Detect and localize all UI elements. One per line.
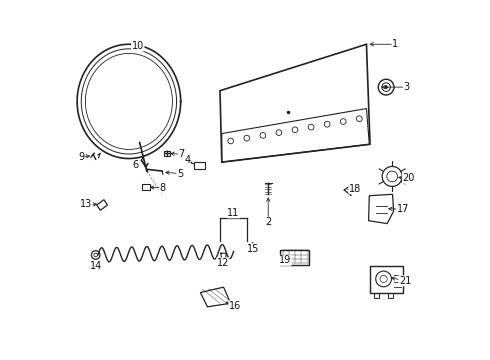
Circle shape xyxy=(385,86,388,89)
Text: 8: 8 xyxy=(160,183,166,193)
Text: 11: 11 xyxy=(227,208,240,218)
Text: 6: 6 xyxy=(132,160,138,170)
Bar xyxy=(143,184,150,190)
Text: 21: 21 xyxy=(399,276,411,286)
Bar xyxy=(164,151,170,156)
Text: 19: 19 xyxy=(279,255,291,265)
Text: 16: 16 xyxy=(229,301,241,311)
Text: 17: 17 xyxy=(397,204,409,214)
Bar xyxy=(194,162,205,169)
Text: 9: 9 xyxy=(78,152,84,162)
Text: 3: 3 xyxy=(403,82,410,92)
Text: 14: 14 xyxy=(90,261,102,271)
Bar xyxy=(280,249,309,265)
Text: 1: 1 xyxy=(392,39,398,49)
Text: 10: 10 xyxy=(132,41,144,51)
Text: 12: 12 xyxy=(217,258,229,268)
Text: 2: 2 xyxy=(265,217,271,227)
Bar xyxy=(370,266,403,293)
Text: 5: 5 xyxy=(177,168,183,179)
Text: 15: 15 xyxy=(246,244,259,253)
Text: 7: 7 xyxy=(178,149,185,159)
Text: 18: 18 xyxy=(349,184,361,194)
Bar xyxy=(388,293,393,298)
Text: 4: 4 xyxy=(184,156,190,165)
Text: 13: 13 xyxy=(80,199,92,209)
Text: 20: 20 xyxy=(402,173,415,183)
Bar xyxy=(373,293,379,298)
